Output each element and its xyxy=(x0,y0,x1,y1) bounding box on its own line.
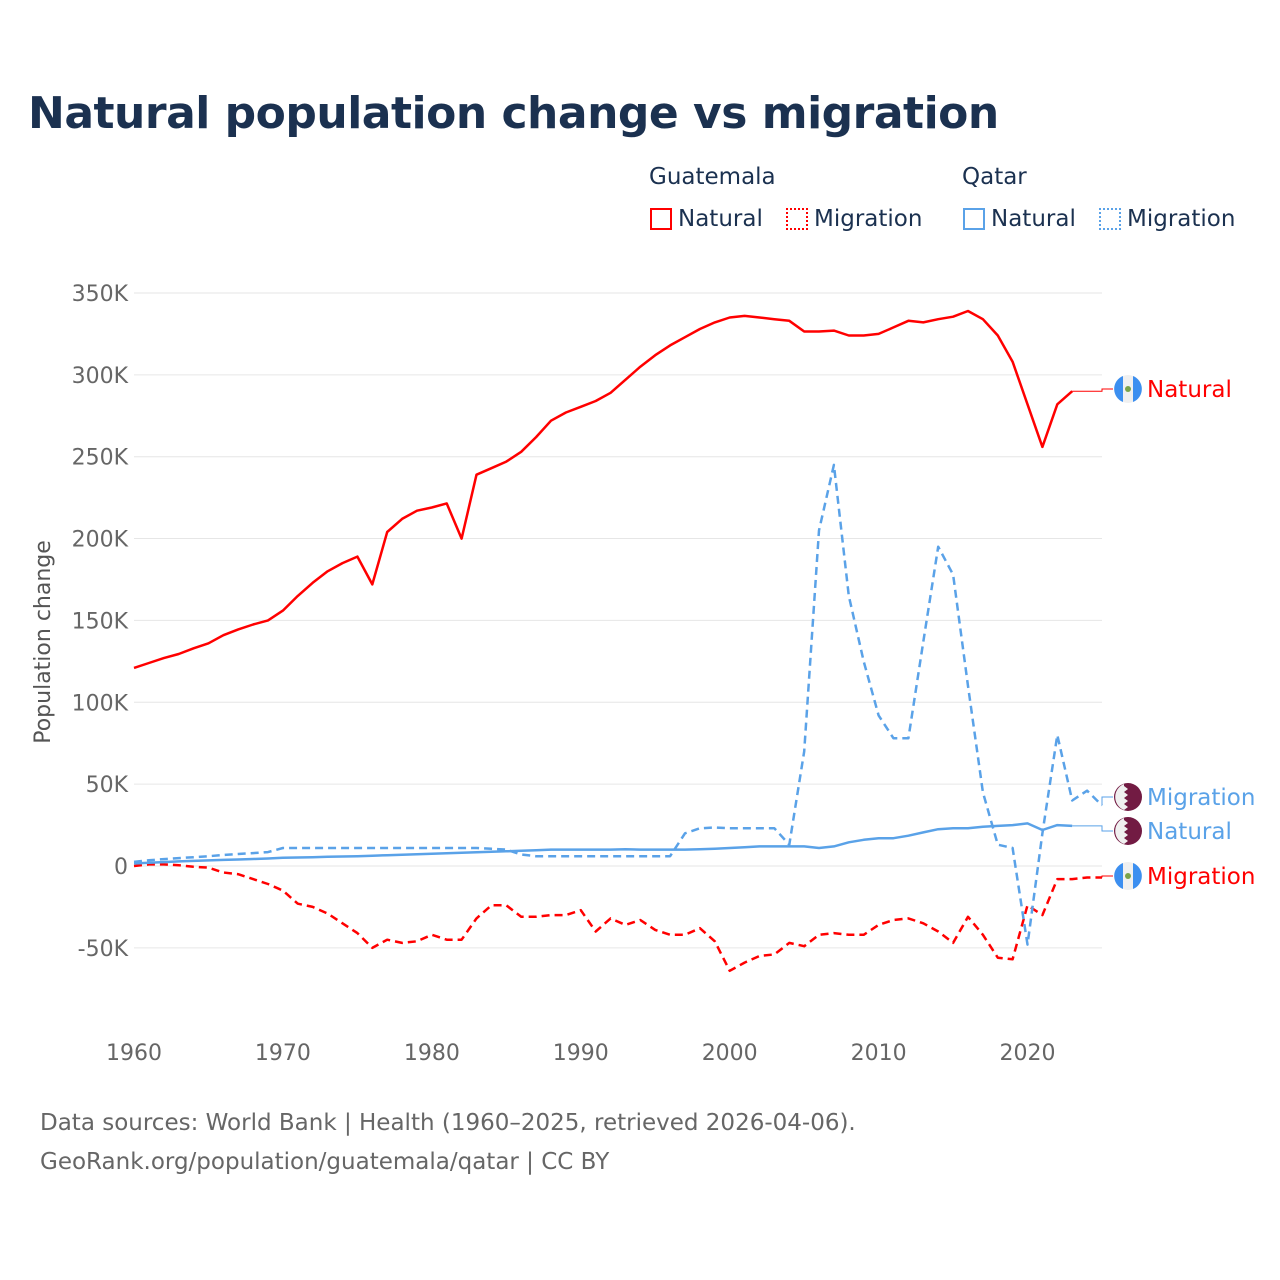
flag-stripe-right xyxy=(1133,376,1142,402)
y-tick-label: 200K xyxy=(72,528,129,553)
end-label: Natural xyxy=(1147,377,1232,403)
x-tick-label: 1960 xyxy=(106,1041,162,1066)
legend-guatemala-migration[interactable]: Migration xyxy=(786,206,922,232)
flag-stripe-left xyxy=(1114,863,1123,889)
legend-swatch-solid xyxy=(650,208,672,230)
x-tick-label: 1980 xyxy=(404,1041,460,1066)
legend-label: Natural xyxy=(678,206,763,232)
x-tick-label: 2020 xyxy=(1000,1041,1056,1066)
y-axis-label: Population change xyxy=(31,540,56,744)
chart-title: Natural population change vs migration xyxy=(28,88,999,139)
legend-group-guatemala: Guatemala xyxy=(649,164,776,190)
legend-qatar-natural[interactable]: Natural xyxy=(963,206,1076,232)
legend-label: Natural xyxy=(991,206,1076,232)
x-tick-label: 1970 xyxy=(255,1041,311,1066)
end-label: Natural xyxy=(1147,819,1232,845)
x-tick-label: 2010 xyxy=(851,1041,907,1066)
end-label-connector xyxy=(1072,388,1113,392)
y-tick-label: 350K xyxy=(72,282,129,307)
legend-label: Migration xyxy=(814,206,923,232)
y-tick-label: 0 xyxy=(114,855,128,880)
flag-guatemala-icon xyxy=(1114,862,1142,890)
legend-guatemala-natural[interactable]: Natural xyxy=(650,206,763,232)
flag-stripe-right xyxy=(1133,863,1142,889)
legend-group-qatar: Qatar xyxy=(962,164,1027,190)
flag-serration xyxy=(1115,818,1128,844)
legend-swatch-solid xyxy=(963,208,985,230)
end-label-connector xyxy=(1072,825,1113,832)
end-label-connector xyxy=(1101,796,1113,806)
footer-link[interactable]: GeoRank.org/population/guatemala/qatar |… xyxy=(40,1149,610,1175)
legend-label: Migration xyxy=(1127,206,1236,232)
series-line-guatemala-migration xyxy=(133,863,1102,973)
flag-stripe-left xyxy=(1114,376,1123,402)
legend-swatch-dotted xyxy=(1099,208,1121,230)
x-tick-label: 2000 xyxy=(702,1041,758,1066)
y-tick-label: 50K xyxy=(86,773,129,798)
flag-emblem xyxy=(1125,386,1131,392)
footer-sources: Data sources: World Bank | Health (1960–… xyxy=(40,1110,856,1136)
flag-emblem xyxy=(1125,873,1131,879)
x-tick-label: 1990 xyxy=(553,1041,609,1066)
flag-guatemala-icon xyxy=(1114,375,1142,403)
y-tick-label: 300K xyxy=(72,364,129,389)
y-tick-label: 100K xyxy=(72,691,129,716)
y-tick-label: -50K xyxy=(78,937,129,962)
series-line-qatar-natural xyxy=(133,822,1073,865)
series-line-guatemala-natural xyxy=(133,309,1074,670)
y-tick-label: 150K xyxy=(72,609,129,634)
y-tick-label: 250K xyxy=(72,446,129,471)
end-label: Migration xyxy=(1147,785,1255,811)
end-label: Migration xyxy=(1147,864,1255,890)
series-line-qatar-migration xyxy=(133,463,1103,946)
end-label-connector xyxy=(1101,875,1113,878)
flag-qatar-icon xyxy=(1114,817,1142,845)
legend-swatch-dotted xyxy=(786,208,808,230)
flag-qatar-icon xyxy=(1114,783,1142,811)
legend-qatar-migration[interactable]: Migration xyxy=(1099,206,1235,232)
flag-serration xyxy=(1115,784,1128,810)
